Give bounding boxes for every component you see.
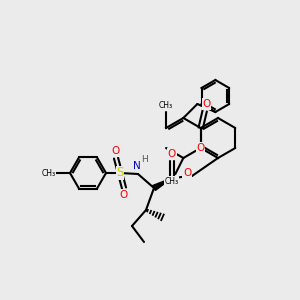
Text: N: N	[133, 161, 141, 171]
Text: H: H	[142, 155, 148, 164]
Polygon shape	[153, 178, 172, 190]
Text: CH₃: CH₃	[159, 101, 173, 110]
Text: O: O	[111, 146, 119, 156]
Text: O: O	[183, 168, 191, 178]
Text: O: O	[168, 149, 176, 159]
Text: O: O	[196, 143, 205, 153]
Text: O: O	[120, 190, 128, 200]
Text: CH₃: CH₃	[42, 169, 56, 178]
Text: O: O	[202, 99, 211, 109]
Text: CH₃: CH₃	[164, 176, 178, 185]
Text: S: S	[116, 167, 124, 179]
